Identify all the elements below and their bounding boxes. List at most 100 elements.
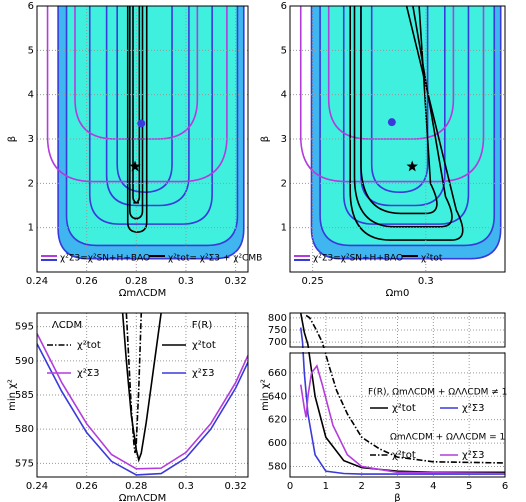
line-series (121, 313, 162, 463)
y-tick-label: 585 (15, 390, 34, 401)
y-axis-label: min χ² (7, 379, 18, 411)
contour (116, 6, 173, 193)
line-series (299, 327, 505, 475)
legend-label: χ²Σ3=χ²SN+H+BAO (313, 254, 403, 264)
legend-label: χ²Σ3 (77, 368, 99, 379)
x-tick-label: 0.32 (224, 481, 246, 492)
x-tick-label: 0.25 (301, 276, 323, 287)
y-tick-label: 590 (15, 356, 34, 367)
axes-frame (289, 5, 506, 273)
x-tick-label: 3 (394, 481, 400, 492)
line-series (37, 343, 248, 476)
legend-label: χ²tot (392, 450, 416, 461)
x-axis-label: Ωm0 (386, 288, 410, 299)
legend-label: χ²tot= χ²Σ3 + χ²CMB (168, 254, 262, 264)
axes-frame (289, 312, 506, 348)
legend-label: χ²tot (192, 340, 216, 351)
x-tick-label: 0.26 (76, 481, 98, 492)
y-tick-label: 600 (268, 438, 287, 449)
x-tick-label: 0.28 (125, 481, 147, 492)
y-tick-label: 580 (268, 461, 287, 472)
contour (299, 6, 485, 183)
contour (327, 6, 455, 140)
legend-label: χ²Σ3 (462, 450, 484, 461)
contour (370, 6, 429, 193)
x-tick-label: 4 (430, 481, 436, 492)
y-tick-label: 2 (28, 178, 34, 189)
annotation: F(R) (192, 320, 213, 331)
contour (360, 6, 446, 207)
y-tick-label: 2 (281, 178, 287, 189)
annotation: ΩmΛCDM + ΩΛΛCDM = 1 (390, 433, 505, 443)
x-tick-label: 2 (358, 481, 364, 492)
y-tick-label: 1 (281, 223, 287, 234)
axis-break (290, 348, 505, 352)
x-tick-label: 1 (323, 481, 329, 492)
x-tick-label: 0.3 (178, 481, 194, 492)
y-tick-label: 700 (268, 337, 287, 348)
x-tick-label: 0.32 (224, 276, 246, 287)
y-tick-label: 580 (15, 424, 34, 435)
axes-frame (36, 5, 249, 273)
contour (46, 6, 228, 183)
line-series (305, 314, 505, 464)
x-axis-label: ΩmΛCDM (119, 493, 167, 502)
y-axis-label: β (260, 136, 271, 142)
legend-label: χ²tot (421, 254, 443, 264)
panel: 0.24 0.26 0.28 0.3 0.32 575 580 585 590 595 ΩmΛCDM… (7, 312, 249, 502)
x-tick-label: 0.28 (125, 276, 147, 287)
legend-label: χ²tot (77, 340, 101, 351)
annotation: ΛCDM (52, 320, 82, 331)
axes-frame (36, 312, 249, 478)
contour (349, 6, 464, 241)
contour (132, 6, 141, 204)
best-fit-star (129, 160, 141, 172)
annotation: F(R), ΩmΛCDM + ΩΛΛCDM ≠ 1 (368, 388, 507, 398)
contour (360, 6, 438, 215)
y-axis-label: β (7, 136, 18, 142)
best-fit-point (137, 119, 146, 128)
x-tick-label: 6 (502, 481, 508, 492)
y-tick-label: 595 (15, 322, 34, 333)
x-tick-label: 0.24 (26, 481, 48, 492)
best-fit-star (406, 160, 418, 172)
y-tick-label: 3 (28, 134, 34, 145)
contour (126, 6, 148, 233)
y-tick-label: 575 (15, 458, 34, 469)
legend-label: χ²tot (392, 403, 416, 414)
panel: 0.25 0.3 1 2 3 4 5 6 Ωm0 β χ²Σ3=χ²SN+H+BAO χ²tot (260, 1, 506, 299)
line-series (299, 364, 505, 475)
plot-area (37, 6, 248, 272)
contour (129, 6, 144, 220)
legend-label: χ²Σ3 (462, 403, 484, 414)
x-tick-label: 0.3 (418, 276, 434, 287)
y-tick-label: 5 (281, 45, 287, 56)
line-series (125, 313, 143, 454)
y-tick-label: 750 (268, 325, 287, 336)
panel: 0.24 0.26 0.28 0.3 0.32 1 2 3 4 5 6 ΩmΛCDM β χ²Σ3=χ²S… (7, 1, 262, 299)
y-tick-label: 800 (268, 313, 287, 324)
y-tick-label: 620 (268, 415, 287, 426)
plot-area (290, 6, 505, 272)
y-tick-label: 1 (28, 223, 34, 234)
plot-area (37, 313, 248, 477)
axes-frame (289, 352, 506, 478)
contour (342, 6, 470, 225)
x-tick-label: 0.24 (26, 276, 48, 287)
x-tick-label: 0.26 (76, 276, 98, 287)
legend-label: χ²Σ3=χ²SN+H+BAO (60, 254, 150, 264)
best-fit-point (387, 118, 396, 127)
contour (88, 6, 213, 225)
y-tick-label: 4 (281, 90, 287, 101)
y-tick-label: 5 (28, 45, 34, 56)
contour (105, 6, 190, 207)
x-tick-label: 0.3 (178, 276, 194, 287)
y-axis-label: min χ² (260, 379, 271, 411)
legend-label: χ²Σ3 (192, 368, 214, 379)
y-tick-label: 660 (268, 368, 287, 379)
y-tick-label: 6 (281, 1, 287, 12)
y-tick-label: 6 (28, 1, 34, 12)
line-series (37, 333, 248, 470)
